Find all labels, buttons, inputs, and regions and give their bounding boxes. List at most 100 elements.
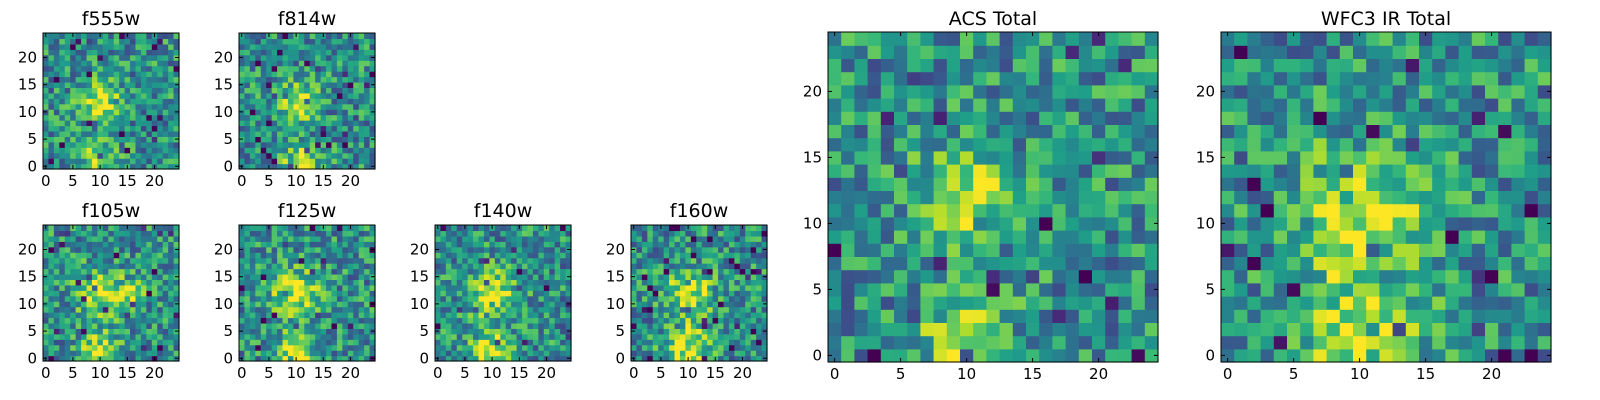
heatmap-cell-acs-total	[1131, 111, 1146, 125]
heatmap-cell-acs-total	[986, 216, 1001, 231]
heatmap-cell-acs-total	[907, 309, 921, 323]
heatmap-cell-f140w	[505, 312, 512, 319]
y-tick-label-f555w: 20	[18, 48, 37, 66]
heatmap-cell-f105w	[43, 317, 50, 324]
heatmap-cell-acs-total	[1052, 58, 1067, 73]
heatmap-cell-f140w	[522, 257, 529, 264]
heatmap-cell-f140w	[489, 306, 496, 313]
heatmap-cell-f160w	[696, 284, 703, 291]
heatmap-cell-f125w	[369, 268, 376, 275]
heatmap-cell-f814w	[369, 49, 376, 56]
heatmap-cell-f160w	[674, 284, 681, 291]
heatmap-cell-f125w	[271, 295, 278, 302]
heatmap-cell-f555w	[102, 81, 109, 88]
heatmap-cell-wfc3-ir-total	[1511, 256, 1526, 271]
heatmap-cell-f160w	[690, 301, 697, 308]
heatmap-cell-f140w	[538, 268, 545, 275]
heatmap-cell-f140w	[462, 339, 469, 346]
heatmap-cell-f555w	[108, 49, 115, 56]
heatmap-cell-f125w	[255, 317, 262, 324]
heatmap-cell-f125w	[271, 279, 278, 286]
heatmap-cell-f140w	[543, 344, 550, 351]
heatmap-cell-f105w	[151, 301, 158, 308]
heatmap-cell-wfc3-ir-total	[1339, 190, 1354, 205]
heatmap-cell-f555w	[75, 130, 82, 137]
heatmap-cell-acs-total	[1092, 98, 1106, 112]
heatmap-cell-f125w	[342, 344, 349, 351]
heatmap-cell-f125w	[369, 257, 376, 264]
heatmap-cell-f555w	[91, 103, 98, 110]
heatmap-cell-f814w	[315, 152, 322, 159]
heatmap-cell-f814w	[320, 158, 327, 165]
heatmap-cell-f555w	[75, 158, 82, 165]
x-tick-label-f160w: 15	[706, 364, 725, 382]
heatmap-cell-f160w	[745, 246, 752, 253]
heatmap-cell-acs-total	[894, 256, 908, 271]
heatmap-cell-acs-total	[1092, 164, 1106, 178]
heatmap-cell-wfc3-ir-total	[1313, 203, 1328, 218]
heatmap-cell-f140w	[473, 246, 480, 253]
heatmap-cell-f814w	[287, 54, 294, 61]
heatmap-cell-f814w	[342, 43, 349, 50]
heatmap-cell-f105w	[48, 235, 55, 242]
heatmap-cell-acs-total	[920, 348, 935, 363]
heatmap-cell-f125w	[271, 312, 278, 319]
x-tick-label-f140w: 10	[483, 364, 502, 382]
heatmap-cell-f105w	[70, 252, 77, 259]
heatmap-cell-f160w	[761, 339, 768, 346]
heatmap-cell-f160w	[636, 284, 643, 291]
heatmap-cell-acs-total	[960, 177, 974, 191]
heatmap-cell-f140w	[440, 312, 447, 319]
heatmap-cell-f105w	[102, 312, 109, 319]
heatmap-cell-f105w	[140, 235, 147, 242]
heatmap-cell-f160w	[761, 268, 768, 275]
heatmap-cell-acs-total	[999, 296, 1014, 310]
heatmap-cell-f125w	[342, 284, 349, 291]
heatmap-cell-acs-total	[841, 309, 855, 323]
heatmap-cell-wfc3-ir-total	[1458, 256, 1473, 271]
heatmap-cell-wfc3-ir-total	[1300, 203, 1314, 218]
heatmap-cell-f105w	[140, 322, 147, 329]
heatmap-cell-f160w	[761, 235, 768, 242]
heatmap-cell-f555w	[135, 136, 142, 143]
heatmap-cell-f140w	[511, 328, 518, 335]
heatmap-cell-f105w	[108, 333, 115, 340]
heatmap-cell-wfc3-ir-total	[1234, 296, 1248, 310]
heatmap-cell-f140w	[549, 268, 556, 275]
heatmap-cell-f814w	[358, 98, 365, 105]
heatmap-cell-f555w	[119, 147, 126, 154]
heatmap-cell-f160w	[734, 344, 741, 351]
heatmap-cell-wfc3-ir-total	[1432, 164, 1446, 178]
heatmap-cell-acs-total	[867, 164, 882, 178]
heatmap-cell-f160w	[745, 284, 752, 291]
heatmap-cell-f814w	[282, 163, 289, 170]
heatmap-cell-f160w	[652, 301, 659, 308]
heatmap-cell-wfc3-ir-total	[1511, 296, 1526, 310]
heatmap-cell-f160w	[761, 263, 768, 270]
heatmap-cell-f814w	[255, 87, 262, 94]
heatmap-cell-acs-total	[1105, 296, 1119, 310]
heatmap-cell-f555w	[91, 81, 98, 88]
heatmap-cell-f105w	[151, 295, 158, 302]
heatmap-cell-f160w	[685, 290, 692, 297]
heatmap-cell-f160w	[663, 312, 670, 319]
heatmap-cell-f105w	[59, 279, 66, 286]
heatmap-cell-f814w	[287, 136, 294, 143]
heatmap-cell-f140w	[511, 241, 518, 248]
heatmap-cell-acs-total	[1105, 230, 1119, 244]
heatmap-cell-f555w	[135, 71, 142, 78]
heatmap-cell-f160w	[728, 235, 735, 242]
heatmap-cell-f140w	[560, 246, 567, 253]
heatmap-cell-f140w	[467, 339, 474, 346]
heatmap-cell-f555w	[157, 130, 164, 137]
plot-frame-f814w	[238, 32, 376, 170]
heatmap-cell-f555w	[70, 130, 77, 137]
heatmap-cell-f140w	[456, 344, 463, 351]
heatmap-cell-f125w	[364, 279, 371, 286]
heatmap-cell-f125w	[260, 344, 267, 351]
heatmap-cell-f160w	[707, 333, 714, 340]
heatmap-cell-f125w	[298, 322, 305, 329]
heatmap-cell-wfc3-ir-total	[1326, 322, 1341, 337]
heatmap-cell-f140w	[473, 263, 480, 270]
heatmap-cell-f105w	[97, 268, 104, 275]
